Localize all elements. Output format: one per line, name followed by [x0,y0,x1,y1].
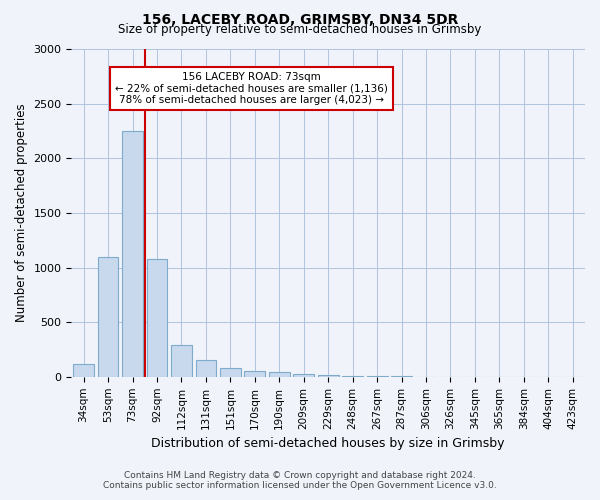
Text: Contains HM Land Registry data © Crown copyright and database right 2024.
Contai: Contains HM Land Registry data © Crown c… [103,470,497,490]
Y-axis label: Number of semi-detached properties: Number of semi-detached properties [15,104,28,322]
Bar [293,374,314,377]
Bar [391,376,412,377]
X-axis label: Distribution of semi-detached houses by size in Grimsby: Distribution of semi-detached houses by … [151,437,505,450]
Bar [342,376,363,377]
Text: 156 LACEBY ROAD: 73sqm
← 22% of semi-detached houses are smaller (1,136)
78% of : 156 LACEBY ROAD: 73sqm ← 22% of semi-det… [115,72,388,105]
Bar [244,371,265,377]
Text: 156, LACEBY ROAD, GRIMSBY, DN34 5DR: 156, LACEBY ROAD, GRIMSBY, DN34 5DR [142,12,458,26]
Bar [367,376,388,377]
Bar [220,368,241,377]
Bar [146,260,167,377]
Text: Size of property relative to semi-detached houses in Grimsby: Size of property relative to semi-detach… [118,22,482,36]
Bar [73,364,94,377]
Bar [318,374,338,377]
Bar [98,256,118,377]
Bar [196,360,217,377]
Bar [269,372,290,377]
Bar [122,131,143,377]
Bar [171,345,192,377]
